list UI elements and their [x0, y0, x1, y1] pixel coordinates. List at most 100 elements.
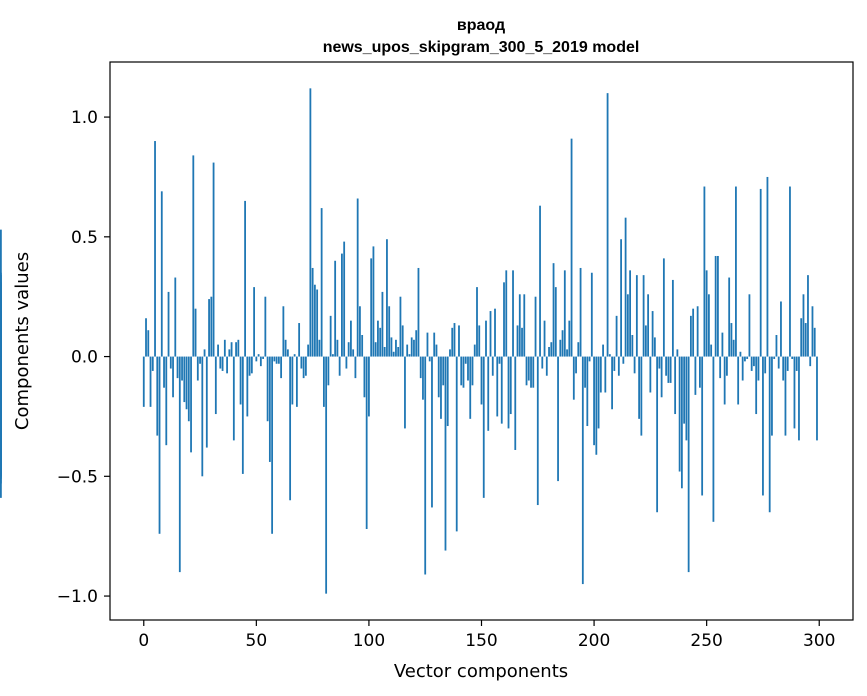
- bar: [512, 270, 514, 357]
- bar: [350, 320, 352, 357]
- bar: [422, 356, 424, 400]
- bar: [435, 344, 438, 357]
- bar: [149, 356, 152, 407]
- bar: [181, 356, 183, 381]
- bar: [386, 239, 388, 357]
- bar: [617, 356, 620, 376]
- bar: [777, 356, 780, 369]
- bar: [428, 356, 431, 362]
- bar: [329, 315, 332, 357]
- bar: [237, 339, 240, 357]
- bar: [370, 258, 373, 357]
- bar: [811, 306, 814, 357]
- bar: [300, 356, 303, 369]
- bar: [156, 356, 159, 436]
- bar: [741, 356, 744, 381]
- bar: [343, 241, 346, 357]
- bar: [771, 356, 773, 436]
- bar: [431, 356, 433, 508]
- bar: [500, 356, 503, 424]
- bar: [379, 327, 382, 357]
- bar: [462, 356, 465, 388]
- bar: [352, 349, 355, 357]
- bar: [798, 356, 800, 441]
- bar: [322, 356, 325, 407]
- bar: [608, 354, 611, 357]
- bar: [374, 342, 377, 357]
- bar: [816, 356, 818, 441]
- bar: [584, 356, 586, 388]
- bar: [361, 335, 364, 357]
- bar: [552, 263, 555, 357]
- bar: [250, 356, 253, 374]
- bar: [437, 356, 440, 398]
- bar: [0, 356, 2, 386]
- bar: [464, 356, 467, 364]
- bar-group: [0, 88, 818, 594]
- bar: [377, 320, 379, 357]
- bar: [527, 356, 530, 381]
- bar: [280, 356, 283, 379]
- bar: [214, 356, 217, 415]
- bar: [372, 246, 375, 357]
- bar: [789, 186, 791, 357]
- bar: [221, 356, 224, 371]
- bar: [606, 93, 609, 357]
- bar: [194, 308, 197, 357]
- bar: [613, 356, 616, 371]
- bar: [674, 356, 677, 415]
- bar: [768, 356, 771, 513]
- bar: [559, 339, 562, 357]
- bar: [644, 325, 647, 357]
- bar: [482, 356, 485, 498]
- bar: [678, 356, 681, 472]
- bar: [0, 356, 2, 474]
- bar: [804, 323, 807, 357]
- bar: [284, 339, 287, 357]
- x-tick-label: 50: [246, 631, 268, 651]
- bar: [365, 356, 368, 529]
- bar: [572, 356, 575, 400]
- bar: [478, 325, 481, 357]
- bar: [334, 260, 337, 357]
- bar: [689, 315, 692, 357]
- bar: [178, 356, 181, 573]
- y-tick-label: −0.5: [57, 467, 98, 487]
- bar: [196, 356, 199, 381]
- bar: [563, 270, 566, 357]
- bar: [656, 356, 659, 513]
- y-tick-label: 0.0: [71, 348, 98, 368]
- y-tick-label: 1.0: [71, 108, 98, 128]
- bar: [165, 356, 168, 446]
- bar: [755, 356, 758, 415]
- bar: [640, 356, 643, 436]
- bar: [304, 356, 307, 376]
- bar: [669, 356, 672, 383]
- bar: [480, 356, 483, 405]
- bar: [257, 354, 260, 357]
- bar: [550, 342, 553, 357]
- bar: [595, 356, 598, 455]
- bar: [176, 356, 179, 379]
- bar: [390, 337, 393, 357]
- bar: [489, 311, 492, 357]
- bar: [363, 356, 366, 398]
- bar: [514, 356, 517, 450]
- bar: [460, 356, 463, 386]
- bar: [671, 279, 674, 357]
- bar: [710, 344, 713, 357]
- bar: [701, 356, 704, 496]
- bar: [307, 344, 310, 357]
- bar: [692, 308, 695, 357]
- bar: [359, 306, 361, 357]
- bar: [458, 325, 460, 357]
- bar: [566, 349, 568, 357]
- bar: [539, 205, 541, 357]
- bar: [473, 344, 476, 357]
- bar: [586, 356, 589, 427]
- bar: [266, 356, 269, 422]
- bar: [286, 349, 289, 357]
- bar: [410, 337, 413, 357]
- bar: [368, 356, 370, 417]
